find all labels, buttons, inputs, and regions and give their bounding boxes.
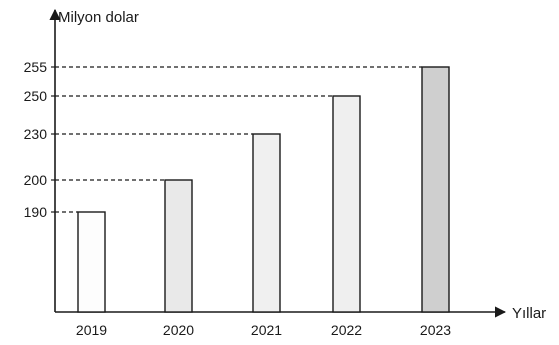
x-axis-label: Yıllar — [512, 305, 546, 322]
bar-2021 — [252, 133, 281, 313]
bar-2019 — [77, 211, 106, 313]
bar-2023 — [421, 66, 450, 313]
y-tick-label-250: 250 — [24, 88, 48, 104]
y-tick-label-190: 190 — [24, 204, 48, 220]
x-tick-label-2020: 2020 — [163, 322, 194, 338]
y-axis-label: Milyon dolar — [58, 9, 139, 26]
y-tick-label-230: 230 — [24, 126, 48, 142]
x-tick-labels: 2019 2020 2021 2022 2023 — [76, 322, 451, 338]
y-tick-labels: 190 200 230 250 255 — [24, 59, 55, 220]
bar-2020 — [164, 179, 193, 313]
x-tick-label-2019: 2019 — [76, 322, 107, 338]
y-tick-label-255: 255 — [24, 59, 48, 75]
guide-lines — [55, 66, 422, 213]
bar-2022 — [332, 95, 361, 313]
x-tick-label-2023: 2023 — [420, 322, 451, 338]
x-tick-label-2022: 2022 — [331, 322, 362, 338]
x-tick-label-2021: 2021 — [251, 322, 282, 338]
bars — [77, 66, 450, 313]
y-tick-label-200: 200 — [24, 172, 48, 188]
